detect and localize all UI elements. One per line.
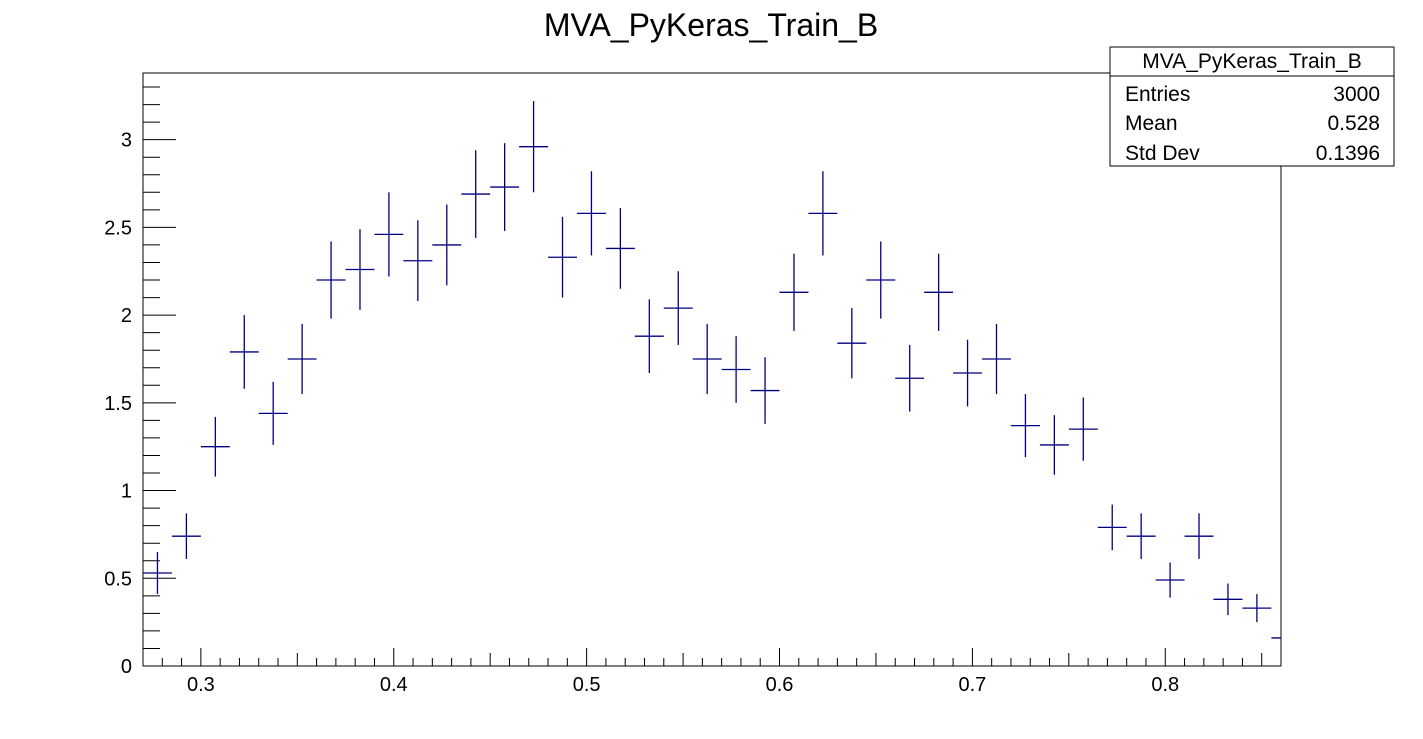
data-point xyxy=(924,253,954,331)
data-point xyxy=(866,241,896,319)
data-point xyxy=(548,216,577,298)
data-point xyxy=(345,229,375,310)
x-tick-label: 0.6 xyxy=(766,674,794,696)
y-tick-label: 0.5 xyxy=(104,568,132,590)
stats-entries-label: Entries xyxy=(1125,83,1190,106)
data-point xyxy=(287,323,317,395)
data-point xyxy=(1271,637,1281,639)
data-point xyxy=(663,271,693,345)
y-tick-label: 0 xyxy=(121,656,132,678)
y-tick-label: 1.5 xyxy=(104,393,132,415)
data-point xyxy=(982,323,1011,395)
stats-stddev-value: 0.1396 xyxy=(1316,142,1380,165)
y-tick-label: 1 xyxy=(121,481,132,503)
chart-title: MVA_PyKeras_Train_B xyxy=(544,7,878,43)
data-point xyxy=(576,171,606,256)
stats-mean-label: Mean xyxy=(1125,112,1178,135)
y-axis: 0 0.5 1 1.5 2 2.5 3 xyxy=(104,86,176,678)
data-point xyxy=(1010,394,1040,458)
data-point xyxy=(316,241,346,319)
data-point xyxy=(1242,594,1272,623)
data-point xyxy=(895,344,925,412)
data-point xyxy=(953,339,983,407)
data-point xyxy=(519,101,549,193)
plot-frame xyxy=(142,72,1282,667)
data-point xyxy=(1213,583,1243,616)
x-tick-label: 0.5 xyxy=(573,674,601,696)
stats-mean-value: 0.528 xyxy=(1327,112,1380,135)
data-point xyxy=(1184,513,1214,559)
data-point xyxy=(143,551,172,595)
data-point xyxy=(605,208,635,289)
stats-entries-value: 3000 xyxy=(1333,83,1380,106)
data-point xyxy=(432,204,462,286)
data-point xyxy=(1126,513,1156,559)
x-tick-label: 0.3 xyxy=(187,674,215,696)
data-point xyxy=(258,381,288,445)
data-point xyxy=(1097,504,1127,551)
x-tick-label: 0.4 xyxy=(380,674,408,696)
data-point xyxy=(461,150,491,238)
data-point xyxy=(808,171,838,256)
data-point xyxy=(1039,415,1069,475)
data-point xyxy=(779,253,809,331)
data-point xyxy=(692,323,722,395)
stats-stddev-label: Std Dev xyxy=(1125,142,1200,165)
x-tick-label: 0.8 xyxy=(1151,674,1179,696)
data-point xyxy=(490,143,520,231)
y-tick-label: 3 xyxy=(121,130,132,152)
data-point xyxy=(721,336,751,403)
x-axis: 0.3 0.4 0.5 0.6 0.7 0.8 xyxy=(142,648,1282,696)
data-point xyxy=(200,416,230,477)
data-point xyxy=(229,315,259,389)
data-point xyxy=(171,513,201,559)
stats-histogram-name: MVA_PyKeras_Train_B xyxy=(1142,50,1361,73)
data-point xyxy=(750,357,780,424)
data-point xyxy=(403,220,433,302)
stats-box-frame xyxy=(1109,46,1395,167)
data-point xyxy=(1068,397,1098,461)
stats-box: MVA_PyKeras_Train_B Entries 3000 Mean 0.… xyxy=(1109,46,1395,167)
data-point xyxy=(837,308,867,379)
data-point xyxy=(634,299,664,374)
data-points xyxy=(143,101,1281,639)
data-point xyxy=(1155,562,1185,598)
y-tick-label: 2.5 xyxy=(104,217,132,239)
x-tick-label: 0.7 xyxy=(958,674,986,696)
y-tick-label: 2 xyxy=(121,305,132,327)
data-point xyxy=(374,192,404,277)
